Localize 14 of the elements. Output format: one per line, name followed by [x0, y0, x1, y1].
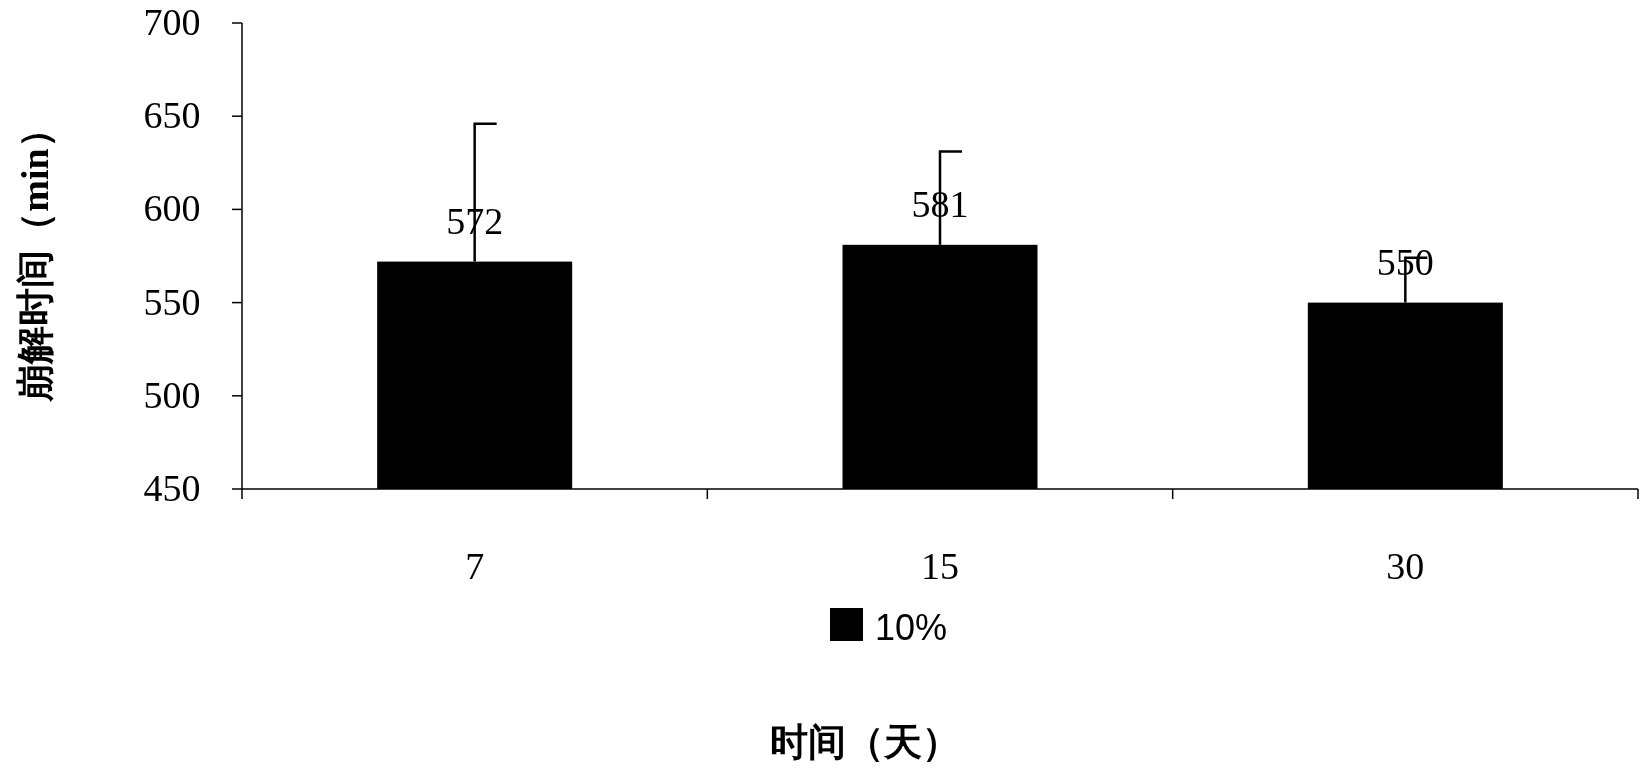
x-axis-title: 时间（天）: [770, 721, 960, 763]
data-label: 550: [1376, 240, 1434, 283]
y-axis-title: 崩解时间（min）: [14, 110, 56, 403]
x-tick-label: 7: [465, 545, 485, 587]
y-tick-label: 600: [143, 187, 201, 230]
x-tick-label: 15: [921, 545, 959, 587]
y-tick-label: 650: [143, 94, 201, 137]
legend-label: 10%: [875, 607, 948, 648]
legend: 10%: [830, 607, 948, 648]
y-tick-label: 500: [143, 373, 201, 416]
y-tick-label: 450: [143, 467, 201, 509]
x-tick-label: 30: [1386, 545, 1425, 587]
y-tick-label: 700: [143, 1, 201, 43]
y-tick-label: 550: [143, 280, 201, 323]
